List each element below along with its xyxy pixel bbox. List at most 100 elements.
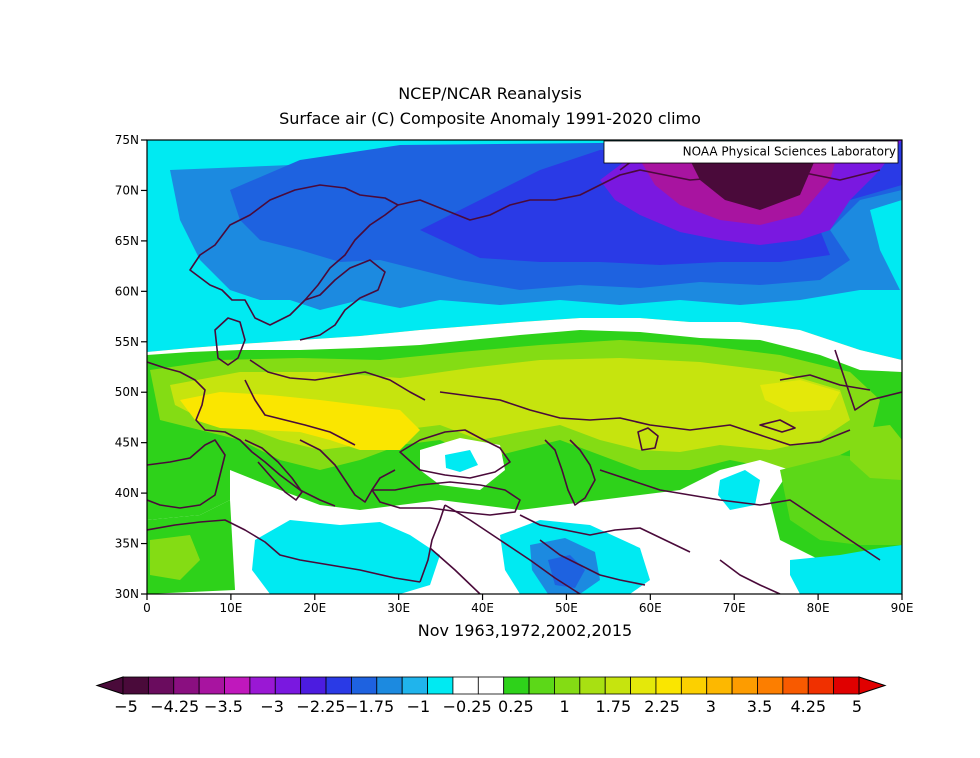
lon-tick-label: 60E — [639, 601, 662, 615]
lon-tick-label: 70E — [723, 601, 746, 615]
lon-tick-label: 10E — [219, 601, 242, 615]
colorbar-swatch — [224, 676, 251, 695]
credit-box — [603, 140, 899, 164]
border-russia-kaz — [439, 391, 851, 446]
colorbar-label: 3 — [706, 697, 716, 716]
colorbar-swatch — [198, 676, 225, 695]
lon-tick-label: 90E — [891, 601, 914, 615]
credit-text: NOAA Physical Sciences Laboratory — [683, 145, 896, 159]
coast-turkey — [371, 481, 521, 516]
colorbar-min-triangle — [95, 676, 124, 695]
coastlines — [147, 144, 902, 594]
lon-tick-label: 30E — [387, 601, 410, 615]
coast-india — [719, 559, 781, 594]
colorbar-swatch — [731, 676, 758, 695]
border-europe-1 — [249, 359, 426, 401]
colorbar-swatch — [833, 676, 860, 695]
lat-tick-label: 75N — [115, 133, 139, 147]
field-darkpurple-north — [690, 150, 815, 210]
lon-tick-label: 40E — [471, 601, 494, 615]
colorbar-swatch — [173, 676, 200, 695]
coast-italy — [244, 439, 303, 501]
colorbar-label: −3.5 — [204, 697, 243, 716]
coast-persian-gulf — [539, 539, 646, 586]
border-iran — [519, 514, 691, 553]
colorbar-label: −0.25 — [443, 697, 492, 716]
colorbar-swatch — [274, 676, 302, 695]
colorbar-label: 1 — [560, 697, 570, 716]
field-yellow-core — [180, 392, 420, 450]
coast-n-africa — [147, 519, 421, 583]
colorbar-max-triangle — [858, 676, 887, 695]
colorbar — [95, 676, 887, 695]
latitude-axis: 75N 70N 65N 60N 55N 50N 45N 40N 35N 30N — [115, 133, 147, 601]
subtitle-dates: Nov 1963,1972,2002,2015 — [417, 621, 633, 640]
colorbar-label: −1 — [407, 697, 431, 716]
title-line2: Surface air (C) Composite Anomaly 1991-2… — [279, 109, 701, 128]
border-central-asia — [599, 469, 881, 561]
lat-tick-label: 45N — [115, 436, 139, 450]
lon-tick-label: 50E — [555, 601, 578, 615]
colorbar-label: 5 — [852, 697, 862, 716]
colorbar-swatch — [706, 676, 733, 695]
coast-aral — [637, 427, 659, 451]
lon-tick-label: 0 — [143, 601, 151, 615]
coast-western-europe — [147, 361, 336, 507]
colorbar-label: −1.75 — [345, 697, 394, 716]
colorbar-swatch — [427, 676, 454, 695]
lat-tick-label: 70N — [115, 183, 139, 197]
field-central-asia-cyan — [718, 470, 760, 510]
coast-caspian — [544, 439, 596, 506]
lat-tick-label: 35N — [115, 537, 139, 551]
lat-tick-label: 50N — [115, 385, 139, 399]
colorbar-swatch — [300, 676, 327, 695]
coast-russia-north — [397, 167, 881, 221]
field-east-lime-south — [850, 425, 902, 480]
field-yellow-east — [760, 380, 840, 412]
colorbar-swatch — [376, 676, 403, 695]
colorbar-swatch — [630, 676, 657, 695]
lon-tick-label: 20E — [303, 601, 326, 615]
colorbar-labels: −5 −4.25 −3.5 −3 −2.25 −1.75 −1 −0.25 0.25 1 1.75 2… — [114, 697, 862, 716]
colorbar-swatch — [325, 676, 352, 695]
colorbar-swatch — [351, 676, 378, 695]
colorbar-swatch — [122, 676, 149, 695]
colorbar-swatch — [147, 676, 175, 695]
coast-uk — [214, 317, 246, 366]
field-south-cyan-west — [252, 520, 440, 594]
coast-iberia — [147, 439, 226, 509]
colorbar-swatch — [452, 676, 479, 695]
title-line1: NCEP/NCAR Reanalysis — [398, 84, 582, 103]
colorbar-label: 1.75 — [596, 697, 632, 716]
field-east-cyan — [790, 545, 902, 594]
anomaly-field — [147, 140, 902, 594]
colorbar-label: −3 — [260, 697, 284, 716]
coast-lake-balkhash — [759, 419, 796, 433]
lat-tick-label: 40N — [115, 486, 139, 500]
lat-tick-label: 65N — [115, 234, 139, 248]
coast-black-sea — [399, 429, 511, 479]
coast-scandinavia — [189, 184, 399, 326]
field-neutral-band — [147, 318, 902, 372]
lat-tick-label: 30N — [115, 587, 139, 601]
colorbar-label: −4.25 — [150, 697, 199, 716]
colorbar-swatch — [528, 676, 555, 695]
colorbar-swatch — [807, 676, 835, 695]
coast-east-asia — [834, 349, 902, 411]
colorbar-label: 0.25 — [498, 697, 534, 716]
lat-tick-label: 60N — [115, 284, 139, 298]
colorbar-swatch — [680, 676, 708, 695]
field-west-lime-south — [150, 535, 200, 580]
colorbar-label: 4.25 — [790, 697, 826, 716]
coast-baltic — [299, 259, 386, 341]
longitude-axis: 0 10E 20E 30E 40E 50E 60E 70E 80E 90E — [143, 594, 913, 615]
colorbar-label: 2.25 — [644, 697, 680, 716]
colorbar-swatch — [655, 676, 682, 695]
colorbar-swatch — [604, 676, 631, 695]
colorbar-swatch — [782, 676, 809, 695]
colorbar-label: −5 — [114, 697, 138, 716]
field-blacksea-cyan — [445, 450, 478, 472]
coast-arabia — [444, 504, 581, 594]
coast-red-sea — [429, 547, 481, 594]
